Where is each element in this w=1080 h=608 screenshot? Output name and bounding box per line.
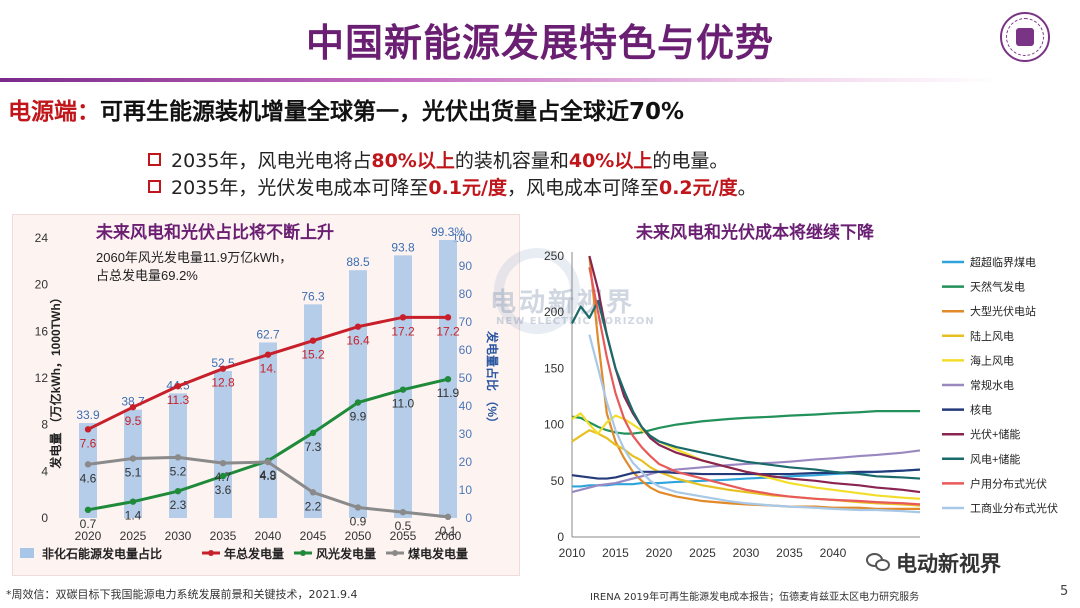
bullet-highlight: 0.1元/度 <box>428 177 507 199</box>
left-chart-title: 未来风电和光伏占比将不断上升 <box>96 223 334 243</box>
bullet-text: 的电量。 <box>652 150 729 172</box>
watermark-subtext: NEW ELECTRIC HORIZON <box>496 316 655 327</box>
legend-label: 海上风电 <box>970 353 1014 367</box>
left-chart-panel <box>12 214 520 576</box>
bullet-text: 2035年，光伏发电成本可降至 <box>171 177 429 199</box>
legend-label: 超超临界煤电 <box>970 255 1036 269</box>
slide-subtitle: 电源端：可再生能源装机增量全球第一，光伏出货量占全球近70% <box>8 92 684 126</box>
x-axis-tick: 2020 <box>646 546 673 560</box>
y-axis-tick: 100 <box>544 418 564 432</box>
page-number: 5 <box>1060 584 1069 599</box>
university-seal-logo <box>1000 12 1050 62</box>
cost-series-line <box>571 412 921 500</box>
right-footnote: IRENA 2019年可再生能源发电成本报告；伍德麦肯兹亚太区电力研究服务 <box>590 592 920 603</box>
subtitle-lead: 电源端： <box>8 99 100 125</box>
y-axis-tick: 0 <box>557 530 564 544</box>
legend-label: 陆上风电 <box>970 329 1014 343</box>
y-axis-tick: 50 <box>551 474 565 488</box>
square-bullet-icon <box>148 153 161 166</box>
x-axis-tick: 2040 <box>820 546 847 560</box>
square-bullet-icon <box>148 180 161 193</box>
legend-label: 常规水电 <box>970 378 1014 392</box>
cost-series-line <box>571 449 921 494</box>
bullet-highlight: 80%以上 <box>371 150 455 172</box>
watermark-text: 电动新视界 <box>490 288 636 318</box>
legend-label: 核电 <box>970 403 992 417</box>
x-axis-tick: 2015 <box>602 546 629 560</box>
bullet-list: 2035年，风电光电将占 80%以上 的装机容量和 40%以上 的电量。 2035年，光… <box>148 146 757 200</box>
x-axis-tick: 2025 <box>689 546 716 560</box>
subtitle-text: 可再生能源装机增量全球第一，光伏出货量占全球近70% <box>100 99 685 125</box>
legend-label: 大型光伏电站 <box>970 304 1036 318</box>
title-divider <box>0 78 1000 82</box>
wechat-label: 电动新视界 <box>896 552 1001 576</box>
cost-series-line <box>571 410 920 435</box>
cost-series-line <box>588 267 921 506</box>
cost-series-line <box>572 468 921 488</box>
y-axis-tick: 150 <box>544 361 564 375</box>
cost-series-line <box>571 299 921 480</box>
bullet-text: ，风电成本可降至 <box>506 177 659 199</box>
page-title: 中国新能源发展特色与优势 <box>305 21 774 65</box>
wechat-icon <box>866 553 892 573</box>
legend-label: 风电+储能 <box>970 452 1020 466</box>
x-axis-tick: 2030 <box>733 546 760 560</box>
bullet-text: 的装机容量和 <box>454 150 569 172</box>
bullet-highlight: 40%以上 <box>568 150 653 172</box>
bullet-item: 2035年，风电光电将占 80%以上 的装机容量和 40%以上 的电量。 <box>148 146 757 173</box>
legend-label: 光伏+储能 <box>970 427 1020 441</box>
cost-series-line <box>571 429 921 507</box>
cost-series-line <box>588 255 921 494</box>
watermark-ring <box>494 248 580 334</box>
legend-label: 户用分布式光伏 <box>970 476 1047 490</box>
bullet-text: 。 <box>737 177 757 199</box>
legend-label: 工商业分布式光伏 <box>970 501 1058 515</box>
legend-label: 天然气发电 <box>970 280 1025 294</box>
bullet-item: 2035年，光伏发电成本可降至 0.1元/度 ，风电成本可降至 0.2元/度。 <box>148 173 757 200</box>
cost-series-line <box>571 468 921 480</box>
cost-series-line <box>588 255 920 510</box>
wechat-badge: 电动新视界 <box>866 548 1001 578</box>
cost-series-line <box>588 334 921 514</box>
left-footnote: *周效信：双碳目标下我国能源电力系统发展前景和关键技术，2021.9.4 <box>6 588 358 601</box>
x-axis-tick: 2035 <box>776 546 803 560</box>
bullet-text: 2035年，风电光电将占 <box>171 150 372 172</box>
x-axis-tick: 2010 <box>559 546 586 560</box>
right-chart-title: 未来风电和光伏成本将继续下降 <box>636 223 874 243</box>
bullet-highlight: 0.2元/度 <box>658 177 738 199</box>
